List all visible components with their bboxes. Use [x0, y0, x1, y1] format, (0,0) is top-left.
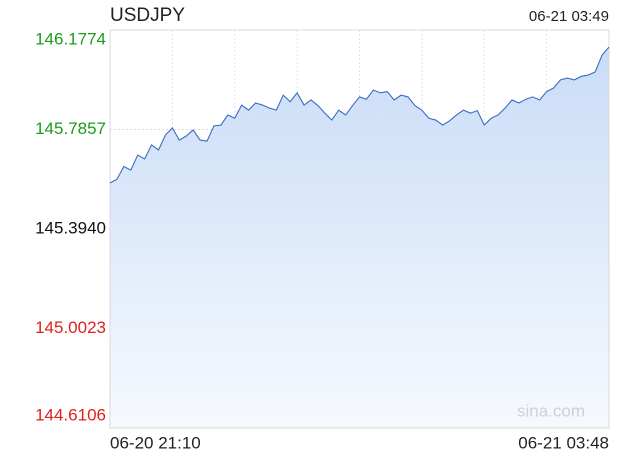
x-tick-label: 06-20 21:10 — [110, 433, 201, 452]
chart-title: USDJPY — [110, 5, 185, 26]
plot-frame — [109, 29, 610, 429]
area-fill — [110, 47, 609, 429]
x-tick-label: 06-21 03:48 — [518, 433, 609, 452]
price-line — [109, 46, 610, 184]
y-tick-label: 144.6106 — [35, 405, 106, 424]
y-tick-label: 145.7857 — [35, 119, 106, 138]
y-tick-label: 145.3940 — [35, 218, 106, 237]
y-tick-label: 145.0023 — [35, 318, 106, 337]
timestamp: 06-21 03:49 — [529, 8, 609, 25]
y-tick-label: 146.1774 — [35, 29, 106, 48]
watermark: sina.com — [517, 401, 585, 420]
